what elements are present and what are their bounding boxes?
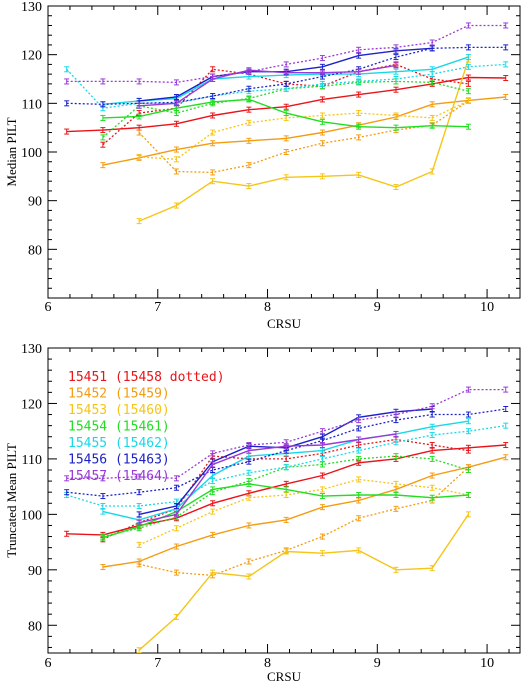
series-line-3 (138, 466, 469, 577)
x-axis-title: CRSU (267, 669, 302, 684)
y-tick-label: 120 (21, 49, 42, 64)
y-tick-label: 100 (21, 508, 42, 523)
y-tick-label: 100 (21, 146, 42, 161)
series-line-4 (138, 59, 470, 222)
x-tick-label: 10 (480, 300, 494, 315)
series-line-5 (138, 478, 469, 546)
y-tick-label: 110 (22, 97, 42, 112)
series-group (64, 386, 509, 653)
series-line-5 (139, 100, 469, 160)
plot-frame (47, 5, 521, 299)
y-tick-label: 130 (21, 342, 42, 357)
plot-frame (47, 347, 521, 654)
series-line-3 (138, 100, 469, 174)
legend-entry: 15456 (15463) (68, 453, 170, 468)
x-tick-label: 9 (374, 656, 381, 671)
x-tick-label: 8 (264, 300, 271, 315)
x-tick-label: 6 (45, 656, 52, 671)
x-tick-label: 10 (480, 656, 494, 671)
series-line-4 (138, 514, 469, 651)
legend-entry: 15451 (15458 dotted) (68, 370, 225, 385)
legend-entry: 15455 (15462) (68, 436, 170, 451)
x-tick-label: 7 (154, 300, 161, 315)
series-line-2 (102, 96, 506, 166)
series-line-7 (102, 80, 469, 138)
y-tick-label: 90 (28, 195, 42, 210)
y-tick-label: 80 (28, 619, 42, 634)
series-line-12 (138, 433, 397, 524)
series-group (64, 22, 509, 225)
y-tick-label: 120 (21, 397, 42, 412)
y-axis-title: Truncated Mean PILT (4, 443, 19, 558)
legend-entry: 15452 (15459) (68, 387, 170, 402)
legend-entry: 15453 (15460) (68, 403, 170, 418)
truncated-mean-pilt-panel: 6 7 8 9 10 80 90 100 110 120 130 CRSU Truncated Mean… (4, 342, 521, 684)
y-tick-label: 110 (22, 453, 42, 468)
x-tick-label: 6 (45, 300, 52, 315)
x-axis-title: CRSU (267, 316, 302, 331)
series-line-2 (102, 456, 506, 568)
legend-entry: 15457 (15464) (68, 469, 170, 484)
x-tick-label: 8 (264, 656, 271, 671)
series-line-12 (139, 64, 397, 107)
x-tick-label: 7 (154, 656, 161, 671)
y-tick-label: 80 (28, 243, 42, 258)
x-tick-label: 9 (374, 300, 381, 315)
median-pilt-panel: 6 7 8 9 10 80 90 100 110 120 130 CRSU Median PILT (4, 0, 521, 331)
legend-entry: 15454 (15461) (68, 420, 170, 435)
y-tick-label: 90 (28, 564, 42, 579)
y-axis-title: Median PILT (4, 117, 19, 186)
y-tick-label: 130 (21, 0, 42, 15)
